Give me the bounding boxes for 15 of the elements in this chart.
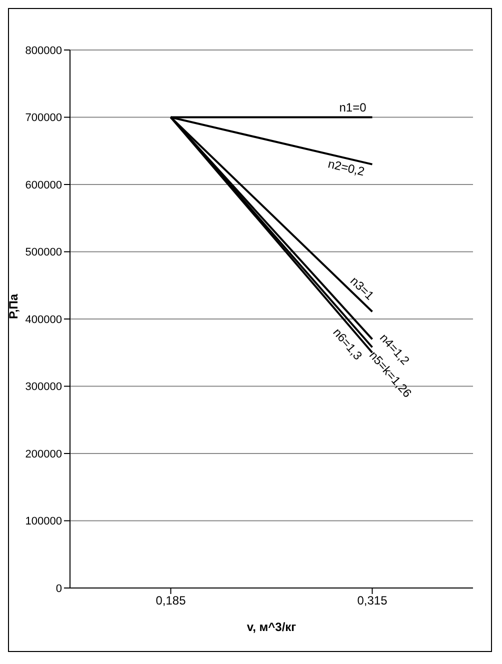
- y-tick-label: 0: [56, 582, 62, 595]
- y-tick-label: 400000: [25, 314, 62, 326]
- y-tick-label: 300000: [25, 381, 62, 394]
- series-label: n1=0: [339, 100, 367, 114]
- y-tick-label: 700000: [25, 112, 62, 124]
- y-tick-label: 600000: [25, 179, 62, 192]
- y-tick-label: 800000: [25, 44, 62, 57]
- x-tick-label: 0,185: [156, 594, 186, 608]
- x-axis-title: v, м^3/кг: [246, 620, 296, 634]
- y-tick-label: 500000: [25, 246, 62, 259]
- x-tick-label: 0,315: [357, 594, 388, 608]
- y-axis-title: P,Па: [6, 294, 20, 319]
- text: n2=0,2: [326, 156, 366, 179]
- y-tick-label: 100000: [25, 516, 62, 528]
- y-tick-label: 200000: [25, 448, 62, 460]
